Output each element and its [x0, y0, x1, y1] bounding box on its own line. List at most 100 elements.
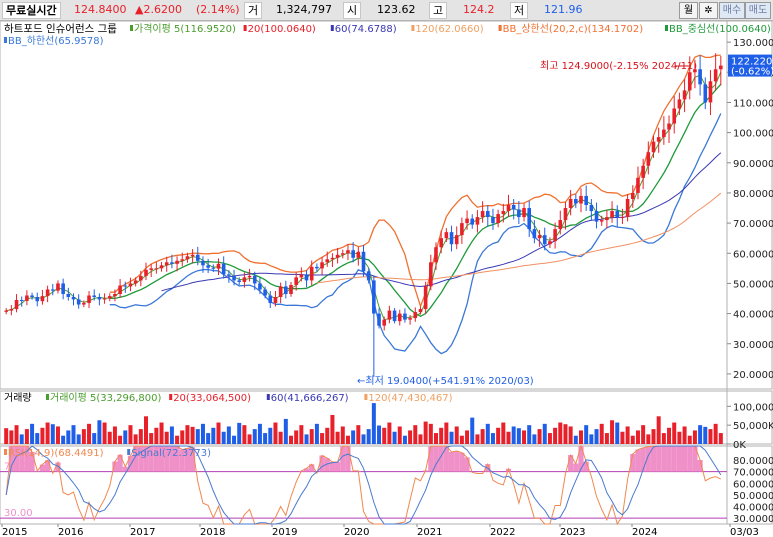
candle-body [180, 259, 185, 261]
volume-bar [97, 420, 102, 444]
candle-body [237, 280, 242, 282]
volume-bar [641, 425, 646, 444]
volume-bar [625, 426, 630, 444]
candle-body [382, 319, 387, 326]
candle-body [247, 275, 252, 278]
settings-icon[interactable]: ✲ [699, 2, 718, 19]
volume-bar [703, 426, 708, 444]
legend-item: BB_상한선(20,2,c)(134.1702) [503, 23, 644, 35]
candle-body [501, 211, 506, 215]
rsi-overbought-fill [24, 446, 30, 472]
volume-bar [14, 425, 19, 444]
volume-bar [45, 422, 50, 444]
legend-item: 가격이평 5(116.9520) [134, 22, 236, 35]
candle-body [397, 313, 402, 322]
rsi-overbought-fill [13, 446, 20, 472]
rsi-overbought-fill [692, 446, 698, 472]
candle-body [128, 283, 133, 287]
rsi-overbought-fill [464, 457, 470, 472]
volume-bar [573, 435, 578, 444]
volume-bar [164, 431, 169, 444]
candle-body [113, 293, 117, 297]
volume-bar [428, 423, 433, 444]
candle-body [496, 214, 500, 224]
candle-body [252, 275, 257, 284]
candle-body [87, 295, 91, 304]
rsi-overbought-fill [319, 455, 325, 472]
legend-item: BB_하한선(65.9578) [8, 34, 104, 47]
period-button[interactable]: 월 [679, 2, 698, 19]
volume-bar [527, 425, 532, 444]
rsi-overbought-fill [650, 446, 657, 472]
candle-body [423, 286, 428, 310]
volume-bar [511, 426, 516, 444]
candle-body [444, 232, 449, 239]
volume-bar [434, 433, 438, 444]
y-tick-label: 50,000K [733, 421, 773, 432]
volume-bar [9, 430, 14, 444]
candle-body [615, 211, 620, 218]
candle-body [92, 295, 97, 297]
candle-body [82, 303, 86, 305]
rsi-overbought-fill [573, 463, 579, 472]
candle-body [589, 205, 594, 212]
chart-title: 하트포드 인슈어런스 그룹 [4, 22, 117, 35]
volume-bar [320, 433, 325, 444]
candle-body [9, 309, 14, 311]
rsi-overbought-fill [640, 447, 646, 472]
candle-body [221, 263, 226, 275]
volume-bar [180, 430, 185, 444]
volume-bar [563, 424, 568, 444]
volume-bar [273, 422, 278, 444]
volume-bar [107, 431, 112, 444]
change-value: ▲2.6200 [135, 3, 182, 16]
candle-body [527, 208, 532, 230]
y-tick-label: 20.0000 [733, 370, 773, 381]
candle-body [149, 268, 153, 270]
bb-upper-line [109, 54, 721, 309]
volume-bar [76, 434, 81, 444]
volume-bar [112, 426, 117, 444]
legend-item: Signal(72.3773) [131, 448, 211, 459]
open-label: 시 [343, 2, 362, 19]
volume-bar [656, 416, 661, 444]
volume-bar [314, 423, 319, 444]
candle-body [154, 268, 159, 270]
rsi-overbought-fill [583, 461, 589, 472]
legend-swatch [364, 394, 368, 400]
candle-body [268, 295, 273, 304]
sell-button[interactable]: 매도 [745, 2, 771, 19]
y-tick-label: 80.0000 [733, 456, 773, 467]
volume-bar [330, 414, 335, 444]
volume-bar [382, 427, 387, 444]
candle-body [408, 318, 412, 320]
candle-body [195, 254, 200, 261]
buy-button[interactable]: 매수 [719, 2, 745, 19]
volume-bar [475, 434, 480, 444]
volume-bar [698, 425, 703, 444]
candle-body [641, 165, 645, 178]
candle-body [599, 220, 604, 222]
candle-body [636, 177, 640, 193]
rsi-overbought-fill [143, 446, 149, 472]
rsi-overbought-fill [329, 461, 336, 472]
candle-body [242, 277, 247, 282]
candle-body [418, 309, 423, 313]
candle-body [662, 129, 666, 138]
volume-bar [439, 427, 444, 444]
volume-bar [454, 426, 459, 444]
volume-bar [615, 422, 620, 444]
x-tick-label: 2018 [200, 527, 225, 537]
volume-bar [304, 434, 309, 444]
volume-bar [392, 431, 397, 444]
rsi-overbought-fill [138, 446, 144, 472]
candle-body [553, 229, 557, 242]
rsi-overbought-fill [55, 462, 61, 472]
volume-bar [195, 429, 200, 444]
candle-body [537, 235, 542, 239]
volume-bar [542, 423, 547, 444]
candle-body [511, 205, 516, 210]
candle-body [517, 209, 521, 218]
price-pane [0, 20, 773, 390]
candle-body [429, 262, 433, 287]
